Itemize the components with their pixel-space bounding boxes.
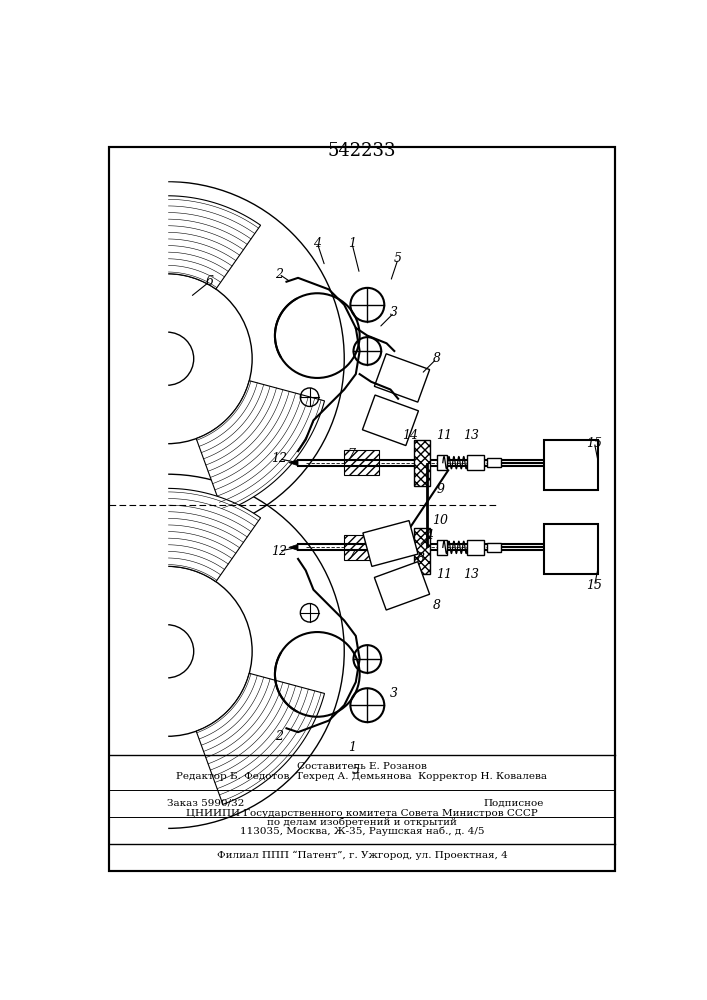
Polygon shape bbox=[197, 381, 325, 512]
Bar bbox=[83, 120, 167, 898]
Text: 15: 15 bbox=[587, 579, 602, 592]
Text: Составитель Е. Розанов: Составитель Е. Розанов bbox=[297, 762, 427, 771]
Text: Заказ 5990/32: Заказ 5990/32 bbox=[167, 798, 245, 807]
Text: 2: 2 bbox=[275, 730, 283, 742]
Text: 5: 5 bbox=[352, 764, 360, 777]
Text: 2: 2 bbox=[275, 267, 283, 280]
Polygon shape bbox=[112, 488, 261, 582]
Text: 8: 8 bbox=[433, 352, 440, 365]
Text: 8: 8 bbox=[433, 599, 440, 612]
Text: 9: 9 bbox=[436, 483, 445, 496]
Text: 3: 3 bbox=[390, 306, 398, 319]
Text: 14: 14 bbox=[402, 429, 418, 442]
Polygon shape bbox=[375, 354, 430, 402]
Text: ЦНИИПИ Государственного комитета Совета Министров СССР: ЦНИИПИ Государственного комитета Совета … bbox=[186, 808, 538, 818]
Polygon shape bbox=[197, 673, 325, 804]
Polygon shape bbox=[4, 637, 118, 785]
Text: 8: 8 bbox=[417, 552, 425, 565]
Polygon shape bbox=[4, 344, 118, 492]
Bar bbox=[437, 455, 448, 470]
Text: 1: 1 bbox=[348, 237, 356, 250]
Text: 11: 11 bbox=[436, 568, 452, 581]
Text: 10: 10 bbox=[433, 514, 448, 527]
Text: 4: 4 bbox=[313, 237, 321, 250]
Text: Подписное: Подписное bbox=[484, 798, 544, 807]
Text: 542233: 542233 bbox=[328, 142, 396, 160]
Bar bbox=[83, 830, 699, 898]
Bar bbox=[83, 26, 699, 180]
Text: по делам изобретений и открытий: по делам изобретений и открытий bbox=[267, 817, 457, 827]
Text: 12: 12 bbox=[271, 452, 287, 465]
Bar bbox=[414, 440, 431, 486]
Text: 11: 11 bbox=[436, 429, 452, 442]
Bar bbox=[486, 543, 501, 552]
Text: 4: 4 bbox=[425, 529, 433, 542]
Polygon shape bbox=[363, 521, 418, 566]
Bar bbox=[544, 524, 598, 574]
Text: 5: 5 bbox=[394, 252, 402, 265]
Text: 13: 13 bbox=[463, 568, 479, 581]
Bar bbox=[414, 528, 431, 574]
Text: Филиал ППП “Патент”, г. Ужгород, ул. Проектная, 4: Филиал ППП “Патент”, г. Ужгород, ул. Про… bbox=[216, 851, 508, 860]
Text: 1: 1 bbox=[348, 741, 356, 754]
Text: 3: 3 bbox=[390, 687, 398, 700]
Bar bbox=[344, 535, 379, 560]
Text: 6: 6 bbox=[206, 275, 214, 288]
Bar bbox=[467, 540, 484, 555]
Bar bbox=[86, 116, 132, 894]
Bar bbox=[544, 440, 598, 490]
Text: 13: 13 bbox=[463, 429, 479, 442]
Bar bbox=[437, 540, 448, 555]
Text: Редактор Б. Федотов  Техред А. Демьянова  Корректор Н. Ковалева: Редактор Б. Федотов Техред А. Демьянова … bbox=[177, 772, 547, 781]
Text: 7: 7 bbox=[348, 448, 356, 461]
Text: 113035, Москва, Ж-35, Раушская наб., д. 4/5: 113035, Москва, Ж-35, Раушская наб., д. … bbox=[240, 827, 484, 836]
Polygon shape bbox=[363, 395, 419, 446]
Text: 15: 15 bbox=[587, 437, 602, 450]
Bar bbox=[414, 528, 431, 574]
Polygon shape bbox=[375, 562, 430, 610]
Polygon shape bbox=[288, 460, 298, 466]
Text: 7: 7 bbox=[348, 549, 356, 562]
Bar bbox=[414, 440, 431, 486]
Polygon shape bbox=[288, 544, 298, 550]
Bar bbox=[467, 455, 484, 470]
Bar bbox=[486, 458, 501, 467]
Bar bbox=[344, 450, 379, 475]
Polygon shape bbox=[112, 196, 261, 289]
Text: 12: 12 bbox=[271, 545, 287, 558]
